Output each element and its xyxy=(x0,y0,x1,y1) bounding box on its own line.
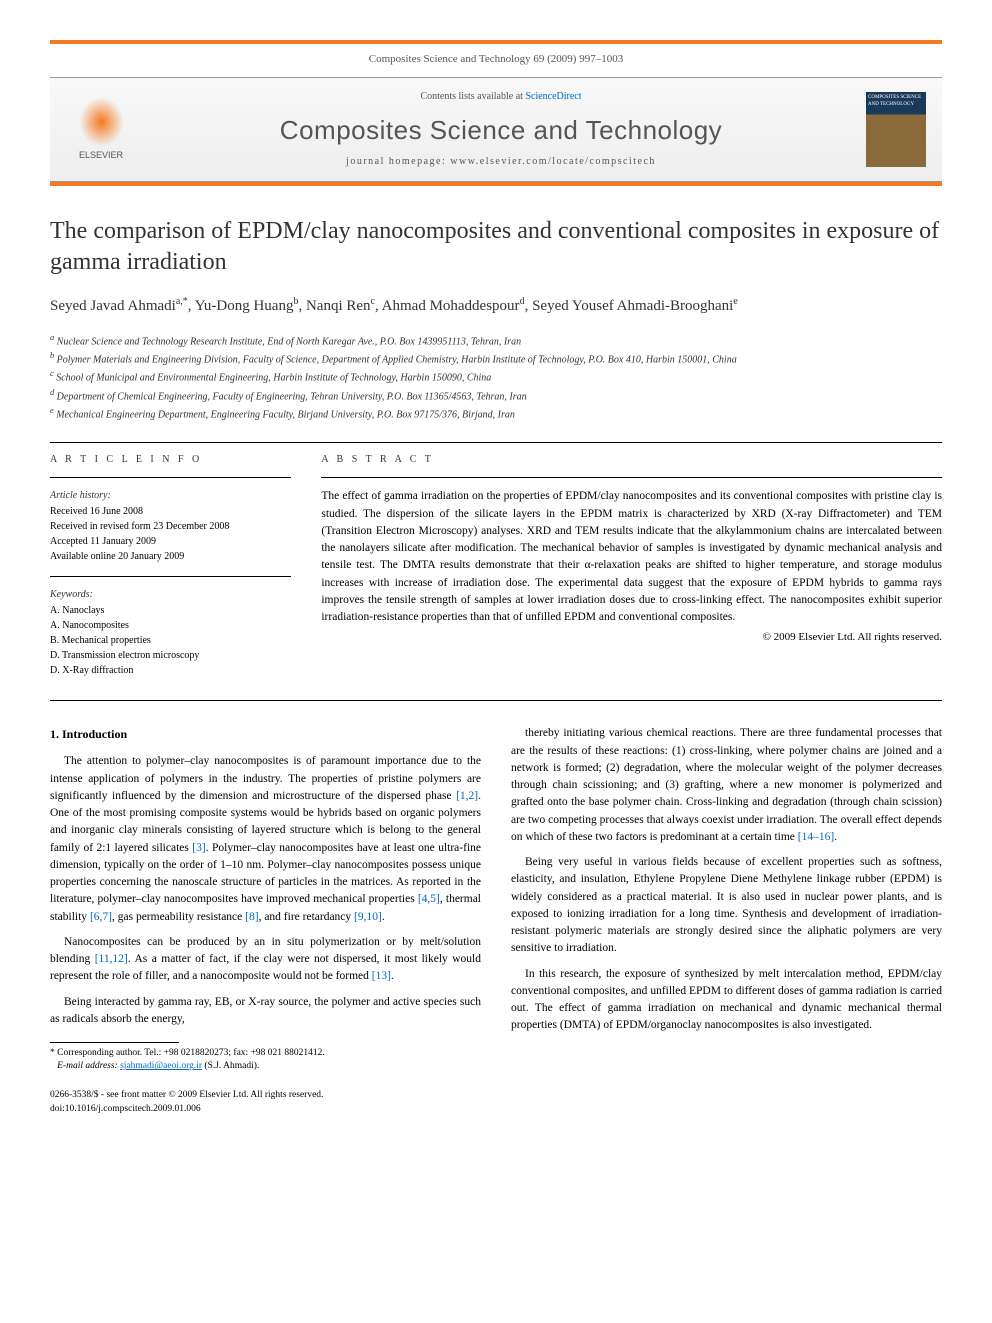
citation-ref[interactable]: [11,12] xyxy=(95,953,128,965)
body-paragraph: In this research, the exposure of synthe… xyxy=(511,966,942,1035)
affiliations: a Nuclear Science and Technology Researc… xyxy=(50,332,942,423)
journal-name: Composites Science and Technology xyxy=(152,112,850,148)
homepage-url: www.elsevier.com/locate/compscitech xyxy=(450,156,656,167)
journal-cover-thumbnail: COMPOSITES SCIENCE AND TECHNOLOGY xyxy=(866,92,926,167)
email-link[interactable]: sjahmadi@aeoi.org.ir xyxy=(120,1061,202,1071)
article-history-block: Article history: Received 16 June 2008Re… xyxy=(50,488,291,564)
contents-prefix: Contents lists available at xyxy=(420,91,525,102)
abstract-copyright: © 2009 Elsevier Ltd. All rights reserved… xyxy=(321,630,942,645)
citation-ref[interactable]: [1,2] xyxy=(456,790,478,802)
citation-ref[interactable]: [6,7] xyxy=(90,911,112,923)
abstract-column: A B S T R A C T The effect of gamma irra… xyxy=(321,453,942,690)
divider xyxy=(50,700,942,701)
elsevier-tree-icon xyxy=(79,97,124,147)
citation-ref[interactable]: [14–16] xyxy=(798,831,834,843)
divider xyxy=(50,442,942,443)
corresponding-line: * Corresponding author. Tel.: +98 021882… xyxy=(50,1047,481,1060)
body-paragraph: The attention to polymer–clay nanocompos… xyxy=(50,753,481,926)
journal-reference: Composites Science and Technology 69 (20… xyxy=(50,52,942,67)
sciencedirect-link[interactable]: ScienceDirect xyxy=(525,91,581,102)
top-accent-bar xyxy=(50,40,942,44)
citation-ref[interactable]: [3] xyxy=(192,842,205,854)
homepage-line: journal homepage: www.elsevier.com/locat… xyxy=(152,155,850,169)
abstract-heading: A B S T R A C T xyxy=(321,453,942,467)
body-column-left: 1. Introduction The attention to polymer… xyxy=(50,725,481,1116)
keyword-line: A. Nanocomposites xyxy=(50,618,291,633)
keyword-line: D. Transmission electron microscopy xyxy=(50,648,291,663)
article-info-column: A R T I C L E I N F O Article history: R… xyxy=(50,453,291,690)
affiliation-line: a Nuclear Science and Technology Researc… xyxy=(50,332,942,349)
body-paragraph: thereby initiating various chemical reac… xyxy=(511,725,942,846)
affiliation-line: e Mechanical Engineering Department, Eng… xyxy=(50,405,942,422)
masthead-center: Contents lists available at ScienceDirec… xyxy=(152,90,850,168)
history-heading: Article history: xyxy=(50,488,291,503)
elsevier-label: ELSEVIER xyxy=(79,149,123,162)
keyword-line: B. Mechanical properties xyxy=(50,633,291,648)
journal-masthead: ELSEVIER Contents lists available at Sci… xyxy=(50,77,942,181)
front-matter-line: 0266-3538/$ - see front matter © 2009 El… xyxy=(50,1088,481,1102)
keywords-block: Keywords: A. NanoclaysA. NanocompositesB… xyxy=(50,587,291,678)
doi-block: 0266-3538/$ - see front matter © 2009 El… xyxy=(50,1088,481,1117)
citation-ref[interactable]: [9,10] xyxy=(354,911,382,923)
history-line: Accepted 11 January 2009 xyxy=(50,534,291,549)
author-list: Seyed Javad Ahmadia,*, Yu-Dong Huangb, N… xyxy=(50,294,942,318)
history-line: Received 16 June 2008 xyxy=(50,504,291,519)
citation-ref[interactable]: [4,5] xyxy=(418,893,440,905)
history-line: Available online 20 January 2009 xyxy=(50,549,291,564)
doi-line: doi:10.1016/j.compscitech.2009.01.006 xyxy=(50,1102,481,1116)
keywords-heading: Keywords: xyxy=(50,587,291,602)
divider xyxy=(50,576,291,577)
affiliation-line: c School of Municipal and Environmental … xyxy=(50,368,942,385)
article-title: The comparison of EPDM/clay nanocomposit… xyxy=(50,216,942,278)
divider xyxy=(50,477,291,478)
bottom-accent-bar xyxy=(50,182,942,186)
homepage-prefix: journal homepage: xyxy=(346,156,450,167)
body-paragraph: Being interacted by gamma ray, EB, or X-… xyxy=(50,994,481,1029)
email-label: E-mail address: xyxy=(57,1061,118,1071)
article-info-heading: A R T I C L E I N F O xyxy=(50,453,291,467)
elsevier-logo: ELSEVIER xyxy=(66,92,136,167)
email-person: (S.J. Ahmadi). xyxy=(204,1061,259,1071)
section-heading-intro: 1. Introduction xyxy=(50,725,481,743)
contents-line: Contents lists available at ScienceDirec… xyxy=(152,90,850,104)
history-line: Received in revised form 23 December 200… xyxy=(50,519,291,534)
affiliation-line: d Department of Chemical Engineering, Fa… xyxy=(50,387,942,404)
divider xyxy=(321,477,942,478)
keyword-line: A. Nanoclays xyxy=(50,603,291,618)
abstract-text: The effect of gamma irradiation on the p… xyxy=(321,488,942,626)
corresponding-footnote: * Corresponding author. Tel.: +98 021882… xyxy=(50,1047,481,1074)
body-column-right: thereby initiating various chemical reac… xyxy=(511,725,942,1116)
body-columns: 1. Introduction The attention to polymer… xyxy=(50,725,942,1116)
body-paragraph: Being very useful in various fields beca… xyxy=(511,854,942,958)
affiliation-line: b Polymer Materials and Engineering Divi… xyxy=(50,350,942,367)
keyword-line: D. X-Ray diffraction xyxy=(50,663,291,678)
cover-label: COMPOSITES SCIENCE AND TECHNOLOGY xyxy=(868,95,921,107)
footnote-separator xyxy=(50,1042,179,1043)
body-paragraph: Nanocomposites can be produced by an in … xyxy=(50,934,481,986)
citation-ref[interactable]: [8] xyxy=(245,911,258,923)
email-line: E-mail address: sjahmadi@aeoi.org.ir (S.… xyxy=(50,1060,481,1073)
citation-ref[interactable]: [13] xyxy=(372,970,391,982)
info-abstract-row: A R T I C L E I N F O Article history: R… xyxy=(50,453,942,690)
